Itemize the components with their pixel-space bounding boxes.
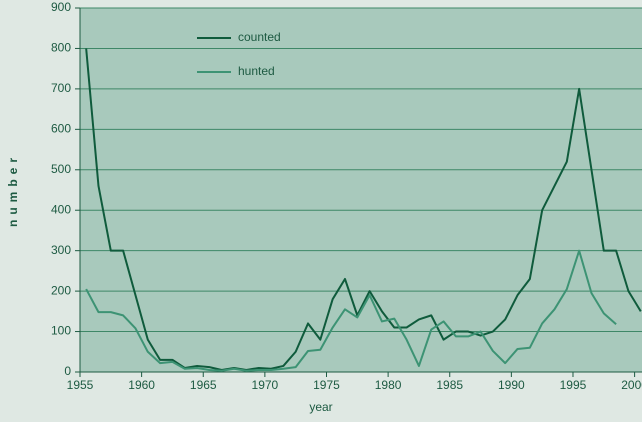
y-tick-label: 600 <box>51 122 71 136</box>
x-tick-label: 1965 <box>190 378 217 392</box>
line-series <box>85 48 642 371</box>
y-tick-label: 200 <box>51 283 71 297</box>
plot-area <box>80 8 642 372</box>
x-tick-label: 1960 <box>128 378 155 392</box>
line-series <box>85 249 617 372</box>
y-tick-label: 500 <box>51 162 71 176</box>
x-tick-label: 1995 <box>560 378 587 392</box>
x-tick-label: 1990 <box>498 378 525 392</box>
x-axis-label: year <box>309 400 332 414</box>
y-tick-label: 100 <box>51 324 71 338</box>
y-tick-label: 0 <box>64 364 71 378</box>
x-tick-label: 2000 <box>621 378 642 392</box>
x-tick-label: 1980 <box>375 378 402 392</box>
y-tick-label: 400 <box>51 202 71 216</box>
y-axis-label: number <box>6 153 20 227</box>
x-tick-label: 1970 <box>252 378 279 392</box>
x-tick-label: 1985 <box>436 378 463 392</box>
legend-label: hunted <box>238 64 275 78</box>
legend-label: counted <box>238 30 281 44</box>
y-tick-label: 700 <box>51 81 71 95</box>
y-tick-label: 900 <box>51 0 71 14</box>
y-tick-label: 300 <box>51 243 71 257</box>
x-tick-label: 1955 <box>67 378 94 392</box>
y-tick-label: 800 <box>51 41 71 55</box>
x-tick-label: 1975 <box>313 378 340 392</box>
